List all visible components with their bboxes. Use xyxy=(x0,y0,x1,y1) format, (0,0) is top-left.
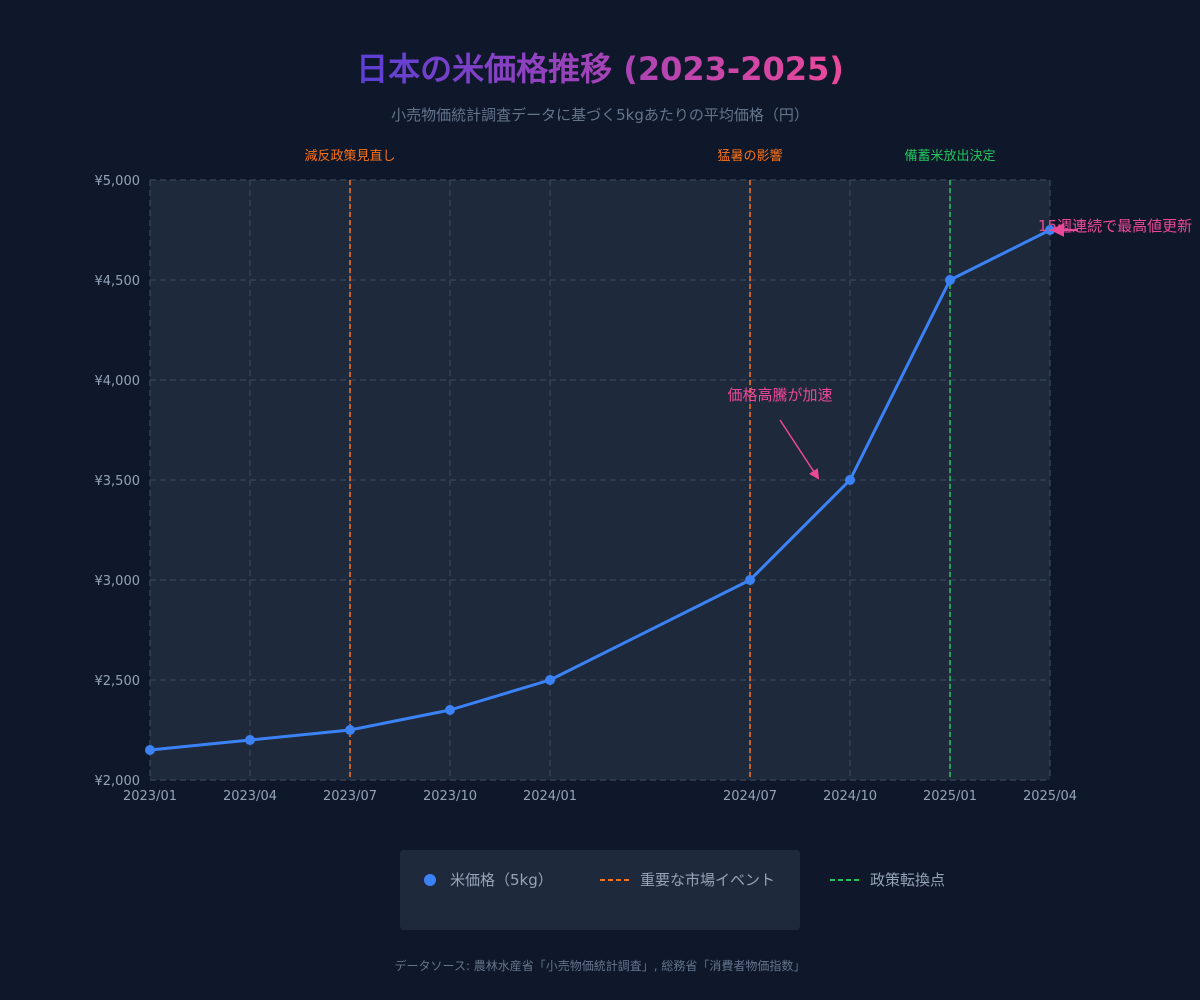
event-label: 備蓄米放出決定 xyxy=(904,148,995,164)
chart-subtitle: 小売物価統計調査データに基づく5kgあたりの平均価格（円） xyxy=(391,106,809,124)
legend-label: 重要な市場イベント xyxy=(640,871,775,889)
data-point xyxy=(545,675,555,685)
y-tick-label: ¥3,500 xyxy=(95,474,141,489)
chart-title: 日本の米価格推移 (2023-2025) xyxy=(356,50,844,88)
y-tick-label: ¥4,500 xyxy=(95,274,141,289)
x-tick-label: 2023/10 xyxy=(423,789,477,804)
y-tick-label: ¥3,000 xyxy=(95,574,141,589)
legend-label: 米価格（5kg） xyxy=(450,871,553,889)
event-label: 猛暑の影響 xyxy=(717,148,782,164)
data-point xyxy=(445,705,455,715)
x-tick-label: 2024/01 xyxy=(523,789,577,804)
annotations: 価格高騰が加速 15週連続で最高値更新 xyxy=(727,217,1192,480)
x-tick-label: 2024/07 xyxy=(723,789,777,804)
x-tick-label: 2025/01 xyxy=(923,789,977,804)
legend-label: 政策転換点 xyxy=(870,871,945,889)
data-point xyxy=(845,475,855,485)
x-tick-label: 2025/04 xyxy=(1023,789,1077,804)
data-point xyxy=(145,745,155,755)
annotation-label: 15週連続で最高値更新 xyxy=(1038,217,1192,235)
axes: ¥2,000 ¥2,500 ¥3,000 ¥3,500 ¥4,000 ¥4,500 ¥5,0… xyxy=(95,174,1078,804)
y-tick-label: ¥4,000 xyxy=(95,374,141,389)
data-point xyxy=(745,575,755,585)
legend-items: 米価格（5kg） 重要な市場イベント 政策転換点 xyxy=(424,871,945,889)
legend-marker xyxy=(424,874,436,886)
y-tick-label: ¥2,500 xyxy=(95,674,141,689)
annotation-arrow xyxy=(779,419,820,480)
data-point xyxy=(245,735,255,745)
x-tick-label: 2023/07 xyxy=(323,789,377,804)
data-point xyxy=(345,725,355,735)
x-tick-label: 2023/04 xyxy=(223,789,277,804)
x-tick-label: 2024/10 xyxy=(823,789,877,804)
series xyxy=(145,225,1055,755)
data-point xyxy=(945,275,955,285)
annotation-label: 価格高騰が加速 xyxy=(727,386,832,404)
y-tick-label: ¥2,000 xyxy=(95,774,141,789)
source-note: データソース: 農林水産省「小売物価統計調査」, 総務省「消費者物価指数」 xyxy=(395,958,806,973)
x-tick-label: 2023/01 xyxy=(123,789,177,804)
event-label: 減反政策見直し xyxy=(304,148,395,164)
legend xyxy=(400,850,800,930)
y-tick-label: ¥5,000 xyxy=(95,174,141,189)
